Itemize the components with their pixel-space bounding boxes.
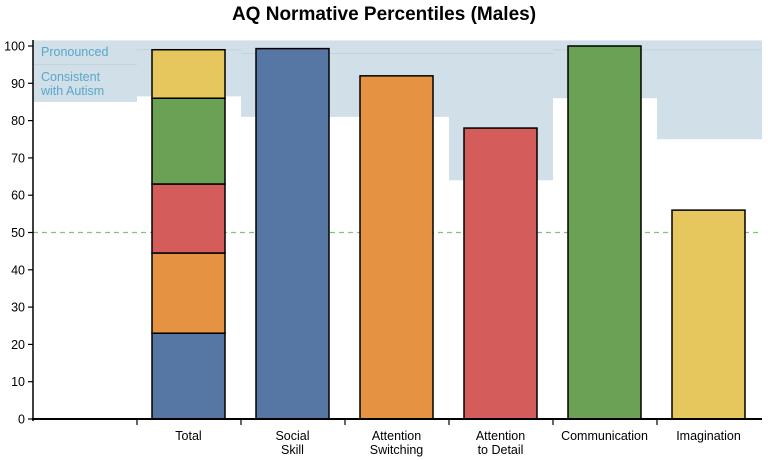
band-consistent-segment xyxy=(657,40,762,140)
x-category-label: Attention Switching xyxy=(370,429,424,457)
chart-title: AQ Normative Percentiles (Males) xyxy=(232,4,536,25)
bar-subscale xyxy=(255,47,330,420)
band-label-consistent-line2: with Autism xyxy=(40,84,104,98)
bar-segment-total xyxy=(151,48,226,99)
y-tick-label: 90 xyxy=(11,77,25,91)
band-consistent-segment xyxy=(33,40,137,102)
y-tick-label: 60 xyxy=(11,189,25,203)
y-tick-label: 70 xyxy=(11,151,25,165)
bar-subscale xyxy=(671,209,746,420)
bar-segment-total xyxy=(151,183,226,254)
bar-segment-total xyxy=(151,97,226,185)
x-category-label: Total xyxy=(175,429,201,443)
x-category-label: Imagination xyxy=(676,429,741,443)
bar-segment-total xyxy=(151,332,226,420)
band-label-consistent-line1: Consistent xyxy=(41,70,101,84)
bar-subscale xyxy=(463,127,538,420)
axes-layer: 0 10 20 30 40 50 60 70 80 90 100 Total Social Skill At… xyxy=(4,40,762,457)
x-category-label: Communication xyxy=(561,429,648,443)
y-tick-label: 20 xyxy=(11,338,25,352)
y-tick-label: 80 xyxy=(11,114,25,128)
y-tick-label: 50 xyxy=(11,226,25,240)
band-label-pronounced: Pronounced xyxy=(41,45,108,59)
x-category-label: Social Skill xyxy=(275,429,309,457)
y-tick-label: 0 xyxy=(18,413,25,427)
band-labels: Pronounced Consistent with Autism xyxy=(40,45,108,98)
bars-layer xyxy=(151,45,746,420)
y-tick-label: 30 xyxy=(11,301,25,315)
y-tick-label: 100 xyxy=(4,40,25,54)
y-tick-label: 10 xyxy=(11,375,25,389)
x-category-label: Attention to Detail xyxy=(476,429,525,457)
y-tick-label: 40 xyxy=(11,263,25,277)
bar-segment-total xyxy=(151,252,226,334)
bar-subscale xyxy=(567,45,642,420)
bar-subscale xyxy=(359,75,434,420)
